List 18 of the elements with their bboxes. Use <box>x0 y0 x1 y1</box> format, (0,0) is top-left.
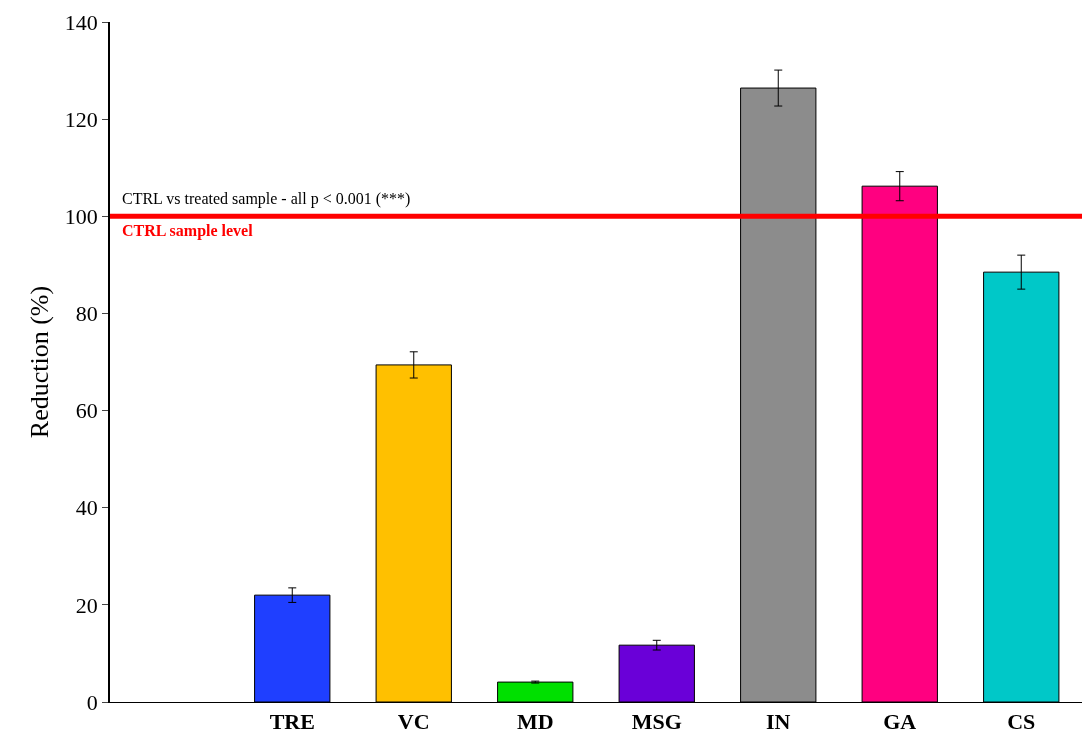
y-tick-label: 80 <box>75 301 98 327</box>
y-tick-label: 40 <box>75 495 98 521</box>
x-tick-label: TRE <box>269 709 315 735</box>
y-tick-label: 20 <box>75 592 98 618</box>
x-tick-label: VC <box>397 709 430 735</box>
x-tick-label: IN <box>766 709 791 735</box>
x-tick-label: CS <box>1007 709 1036 735</box>
ref-line-label: CTRL sample level <box>122 222 254 240</box>
y-tick-label: 0 <box>86 689 98 715</box>
x-tick-label: GA <box>883 709 917 735</box>
y-tick-label: 120 <box>64 106 98 132</box>
x-tick-label: MSG <box>631 709 682 735</box>
y-tick-label: 60 <box>75 398 98 424</box>
y-axis-title: Reduction (%) <box>24 285 54 439</box>
y-tick-label: 100 <box>64 203 98 229</box>
x-tick-label: MD <box>516 709 554 735</box>
y-tick-label: 140 <box>64 9 98 35</box>
annotation: CTRL vs treated sample - all p < 0.001 (***) <box>122 190 411 208</box>
